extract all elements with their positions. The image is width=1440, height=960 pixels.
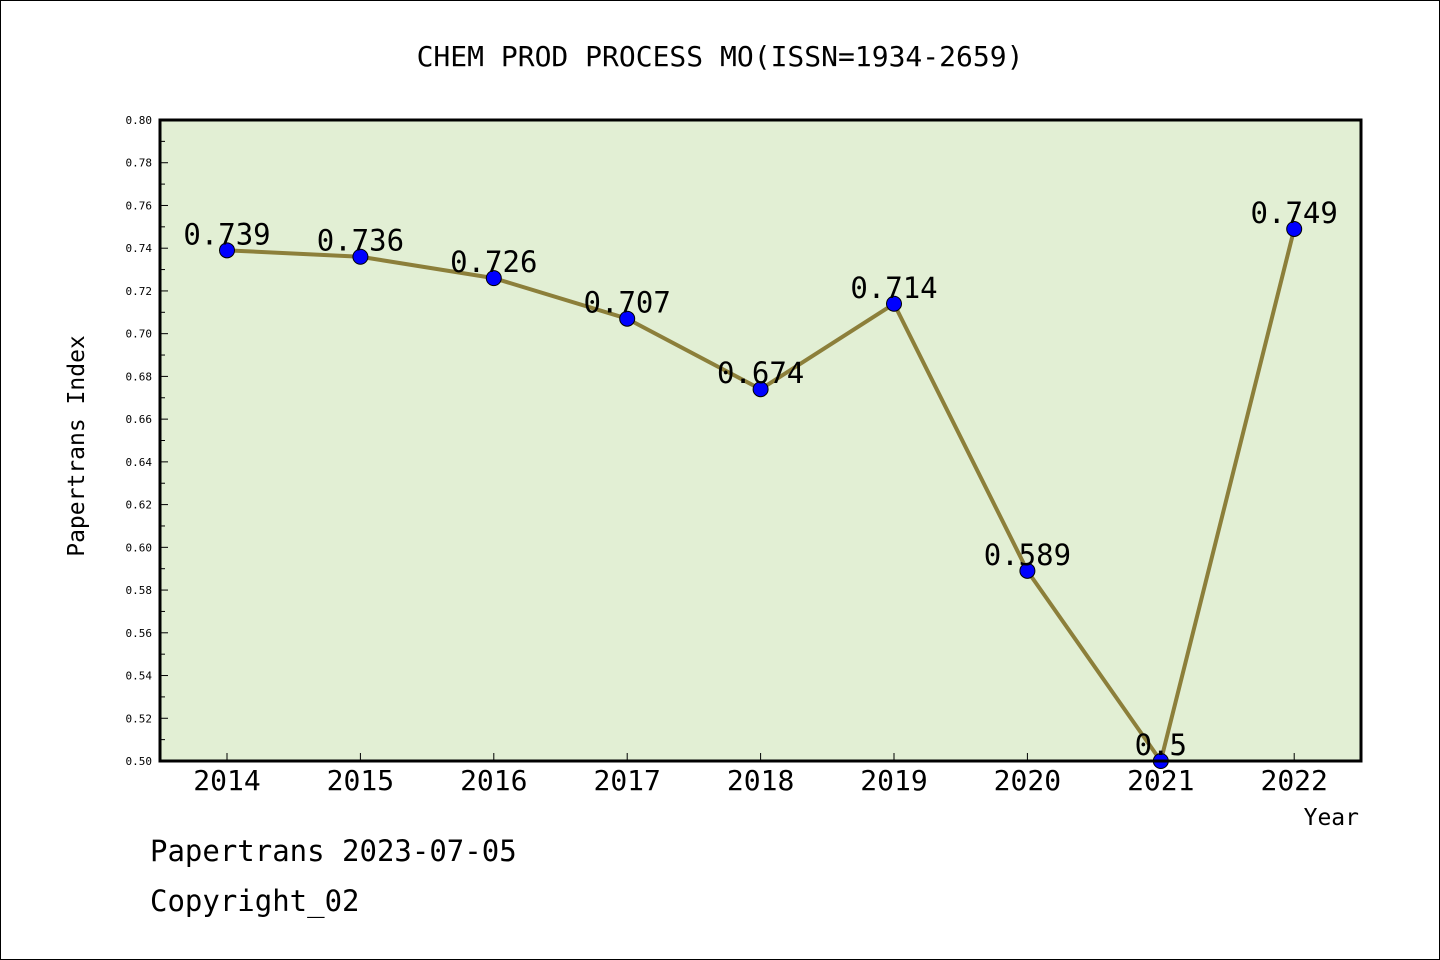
data-point [1286, 220, 1303, 237]
data-label: 0.5 [1135, 728, 1187, 762]
data-point [619, 310, 636, 327]
y-tick-label: 0.50 [126, 755, 153, 768]
data-label: 0.707 [584, 286, 671, 320]
y-tick-label: 0.74 [126, 242, 153, 255]
data-label: 0.739 [183, 217, 270, 251]
x-tick-label: 2018 [727, 764, 794, 797]
y-tick-label: 0.68 [126, 370, 153, 383]
data-point [752, 381, 769, 398]
y-tick-label: 0.66 [126, 413, 153, 426]
footer-source: Papertrans 2023-07-05 [150, 834, 517, 868]
y-tick-label: 0.62 [126, 499, 153, 512]
data-label: 0.589 [984, 538, 1071, 572]
plot-border [158, 118, 1363, 763]
x-tick-label: 2017 [593, 764, 660, 797]
y-tick-label: 0.76 [126, 199, 153, 212]
x-axis: 2014 2015 2016 2017 2018 2019 2020 2021 2022 [193, 753, 1328, 797]
y-tick-label: 0.56 [126, 627, 153, 640]
data-point [352, 248, 369, 265]
y-tick-label: 0.72 [126, 285, 153, 298]
x-tick-label: 2022 [1260, 764, 1327, 797]
footer-copyright: Copyright_02 [150, 884, 360, 918]
data-labels: 0.739 0.736 0.726 0.707 0.674 0.714 0.589 0.5 0.… [183, 196, 1338, 762]
data-markers [219, 220, 1303, 769]
data-point [485, 270, 502, 287]
x-tick-label: 2019 [860, 764, 927, 797]
y-tick-label: 0.70 [126, 328, 153, 341]
data-label: 0.714 [850, 271, 937, 305]
y-tick-label: 0.60 [126, 541, 153, 554]
data-label: 0.736 [317, 224, 404, 258]
y-tick-label: 0.54 [126, 670, 153, 683]
y-tick-label: 0.52 [126, 712, 153, 725]
chart-title: CHEM PROD PROCESS MO(ISSN=1934-2659) [417, 40, 1024, 73]
data-label: 0.749 [1251, 196, 1338, 230]
x-tick-label: 2015 [327, 764, 394, 797]
y-tick-label: 0.58 [126, 584, 153, 597]
x-tick-label: 2020 [994, 764, 1061, 797]
data-point [1019, 562, 1036, 579]
data-label: 0.726 [450, 245, 537, 279]
x-tick-label: 2014 [193, 764, 260, 797]
data-point [219, 242, 235, 259]
y-tick-label: 0.78 [126, 157, 153, 170]
y-tick-label: 0.80 [126, 114, 153, 127]
plot-area [160, 120, 1361, 761]
data-label: 0.674 [717, 356, 804, 390]
y-axis-label: Papertrans Index [64, 335, 90, 557]
y-tick-label: 0.64 [126, 456, 153, 469]
x-tick-label: 2021 [1127, 764, 1194, 797]
x-tick-label: 2016 [460, 764, 527, 797]
data-point [886, 295, 902, 312]
x-axis-label: Year [1304, 805, 1359, 831]
